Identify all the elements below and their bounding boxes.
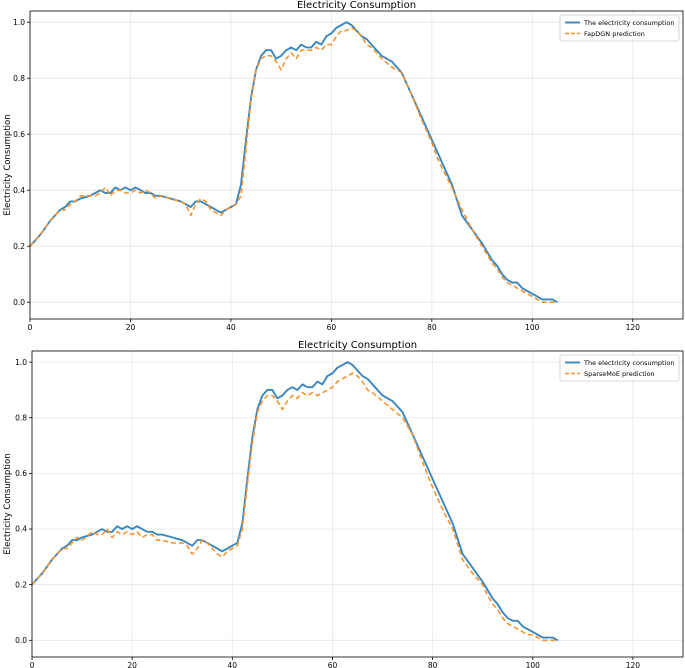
- y-tick-label: 1.0: [15, 358, 27, 367]
- x-tick-label: 20: [126, 323, 136, 332]
- x-tick-label: 80: [428, 661, 438, 668]
- x-tick-label: 40: [226, 323, 236, 332]
- plot-frame: [31, 350, 684, 658]
- y-tick-label: 0.6: [15, 469, 27, 478]
- legend-box: [559, 14, 680, 42]
- y-axis-label: Electricity Consumption: [3, 453, 13, 554]
- y-tick-label: 0.0: [15, 636, 27, 645]
- legend-label: FapDGN prediction: [584, 30, 645, 38]
- y-tick-label: 0.2: [15, 580, 27, 589]
- y-tick-label: 0.4: [15, 525, 27, 534]
- y-tick-label: 0.8: [15, 413, 27, 422]
- y-tick-label: 1.0: [13, 18, 25, 27]
- legend-label: The electricity consumption: [583, 19, 675, 27]
- chart-title: Electricity Consumption: [298, 340, 417, 351]
- chart-panel-1: 0 20 40 60 80 100 120 0.0 0.2 0.4 0.6 0.8 1.0 Electri…: [3, 0, 684, 332]
- chart-title: Electricity Consumption: [297, 0, 416, 11]
- legend: The electricity consumption FapDGN predic…: [559, 14, 680, 42]
- series-line-prediction: [29, 26, 558, 304]
- x-tick-label: 120: [626, 661, 641, 668]
- y-tick-label: 0.0: [13, 298, 25, 307]
- series-line-actual: [31, 361, 559, 642]
- legend: The electricity consumption SparseMoE pre…: [559, 354, 680, 382]
- x-tick-label: 80: [427, 323, 437, 332]
- x-tick-label: 40: [228, 661, 238, 668]
- y-tick-label: 0.6: [13, 130, 25, 139]
- x-tick-label: 60: [327, 323, 337, 332]
- x-tick-label: 0: [30, 661, 35, 668]
- chart-panel-2: 0 20 40 60 80 100 120 0.0 0.2 0.4 0.6 0.8 1.0 Electri…: [3, 340, 684, 668]
- x-tick-label: 20: [127, 661, 137, 668]
- x-tick-label: 100: [526, 661, 541, 668]
- x-tick-label: 100: [525, 323, 540, 332]
- x-tick-label: 60: [328, 661, 338, 668]
- plot-frame: [29, 10, 684, 320]
- legend-label: SparseMoE prediction: [584, 370, 655, 378]
- x-tick-label: 0: [28, 323, 33, 332]
- y-tick-label: 0.4: [13, 186, 25, 195]
- y-axis-label: Electricity Consumption: [3, 114, 13, 215]
- legend-box: [559, 354, 680, 382]
- y-tick-label: 0.8: [13, 74, 25, 83]
- x-tick-label: 120: [626, 323, 641, 332]
- legend-label: The electricity consumption: [583, 359, 675, 367]
- series-line-actual: [29, 21, 558, 304]
- y-tick-label: 0.2: [13, 242, 25, 251]
- series-line-prediction: [31, 372, 558, 642]
